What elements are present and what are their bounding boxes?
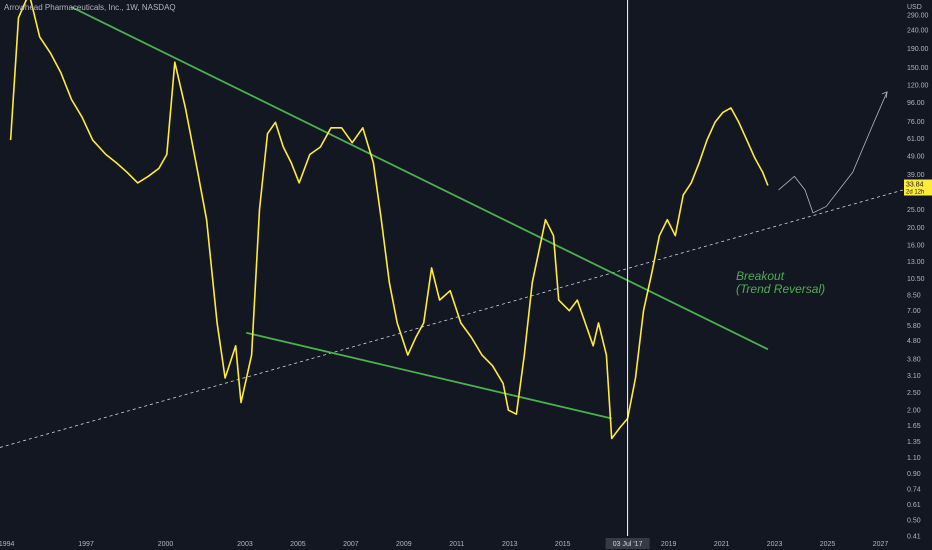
price-series-line — [9, 0, 769, 440]
price-axis-tick: 20.00 — [907, 225, 925, 232]
time-axis-tick: 1997 — [78, 541, 94, 548]
last-price-countdown: 2d 12h — [906, 190, 924, 196]
price-axis-tick: 61.00 — [907, 136, 925, 143]
price-axis-currency: USD — [907, 4, 922, 11]
projection-arrow-icon — [881, 91, 888, 98]
breakout-annotation-line1: Breakout — [736, 269, 785, 283]
price-axis-tick: 0.41 — [907, 534, 921, 541]
time-axis-tick: 2005 — [290, 541, 306, 548]
price-axis-tick: 2.00 — [907, 408, 921, 415]
price-axis-tick: 76.00 — [907, 119, 925, 126]
price-axis-tick: 0.74 — [907, 487, 921, 494]
price-axis-tick: 240.00 — [907, 27, 929, 34]
time-axis-tick: 2019 — [661, 541, 677, 548]
price-axis-tick: 3.80 — [907, 357, 921, 364]
price-axis-tick: 190.00 — [907, 46, 929, 53]
price-axis-tick: 150.00 — [907, 65, 929, 72]
lower-trendline[interactable] — [246, 331, 612, 420]
crosshair-time-badge — [605, 538, 650, 549]
time-axis-tick: 2011 — [449, 541, 464, 548]
price-axis-tick: 16.00 — [907, 243, 925, 250]
price-axis-tick: 120.00 — [907, 83, 929, 90]
time-axis-tick: 2027 — [873, 541, 889, 548]
price-axis-tick: 0.90 — [907, 471, 921, 478]
price-axis-tick: 13.00 — [907, 259, 925, 266]
dashed-support-trendline[interactable] — [0, 189, 904, 448]
price-axis-tick: 8.50 — [907, 293, 921, 300]
time-axis-tick: 2007 — [343, 541, 359, 548]
time-axis-tick: 2021 — [714, 541, 730, 548]
price-axis-tick: 39.00 — [907, 172, 925, 179]
time-axis-tick: 1994 — [0, 541, 15, 548]
time-axis-tick: 2023 — [767, 541, 783, 548]
price-axis-tick: 4.80 — [907, 338, 921, 345]
price-axis-tick: 7.00 — [907, 308, 921, 315]
time-axis-tick: 2003 — [237, 541, 253, 548]
time-axis-tick: 2025 — [820, 541, 836, 548]
price-axis-tick: 3.10 — [907, 373, 921, 380]
price-axis-tick: 2.50 — [907, 390, 921, 397]
price-axis-tick: 0.61 — [907, 502, 921, 509]
price-axis-tick: 1.10 — [907, 455, 921, 462]
chart-title: Arrowhead Pharmaceuticals, Inc., 1W, NAS… — [4, 3, 176, 12]
price-axis-tick: 0.50 — [907, 518, 921, 525]
price-axis-tick: 25.00 — [907, 207, 925, 214]
price-axis-tick: 49.00 — [907, 154, 925, 161]
last-price-badge — [904, 179, 932, 196]
time-axis-tick: 2015 — [555, 541, 571, 548]
price-axis-tick: 10.50 — [907, 276, 925, 283]
time-axis-tick: 2013 — [502, 541, 518, 548]
breakout-annotation-line2: (Trend Reversal) — [736, 282, 826, 296]
upper-trendline[interactable] — [71, 6, 769, 351]
projection-path[interactable] — [778, 91, 888, 214]
price-axis-tick: 96.00 — [907, 100, 925, 107]
last-price-value: 33.84 — [906, 182, 924, 189]
price-axis-tick: 5.80 — [907, 323, 921, 330]
price-axis-tick: 290.00 — [907, 12, 929, 19]
breakout-annotation: Breakout (Trend Reversal) — [736, 270, 825, 296]
price-axis-tick: 1.65 — [907, 423, 921, 430]
crosshair-time-label: 03 Jul '17 — [613, 541, 643, 548]
time-axis-tick: 2000 — [158, 541, 174, 548]
time-axis-tick: 2009 — [396, 541, 412, 548]
price-axis-tick: 1.35 — [907, 439, 921, 446]
